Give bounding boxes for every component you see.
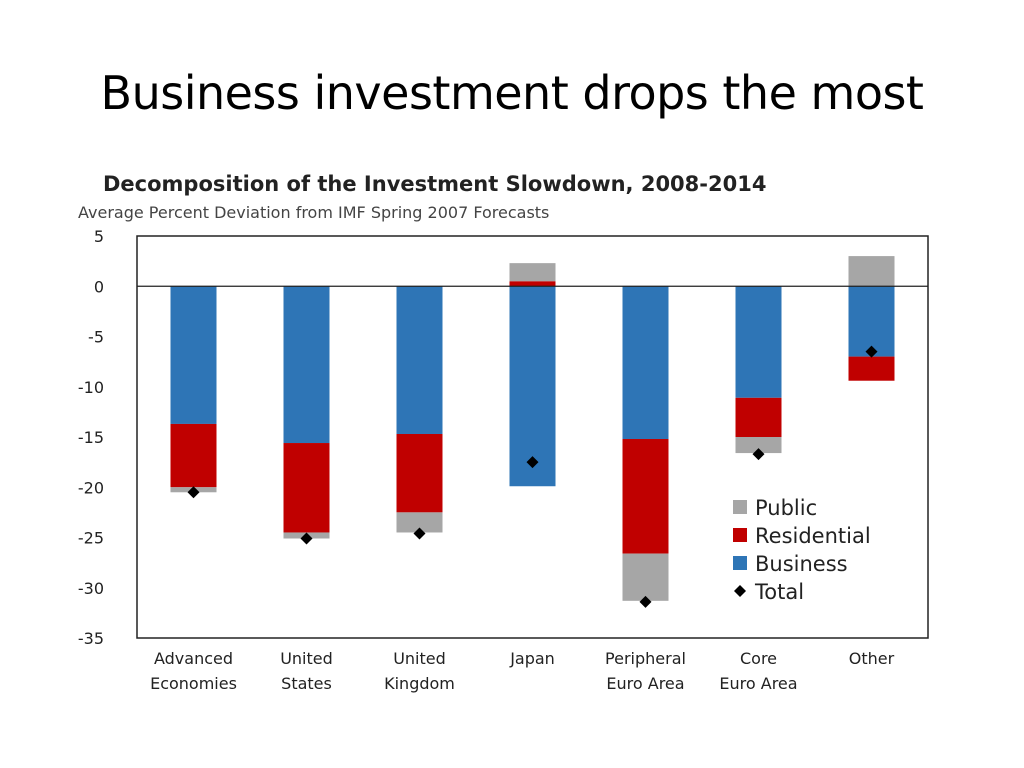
bar-public bbox=[735, 437, 782, 454]
bar-residential bbox=[848, 356, 895, 381]
x-category-label: Euro Area bbox=[606, 674, 684, 693]
y-tick-label: 5 bbox=[94, 227, 104, 246]
bar-public bbox=[848, 256, 895, 287]
bar-business bbox=[396, 286, 443, 434]
bar-business bbox=[170, 286, 217, 424]
bar-public bbox=[622, 553, 669, 601]
y-tick-label: -25 bbox=[78, 529, 104, 548]
legend-label-business: Business bbox=[755, 552, 848, 576]
x-category-label: United bbox=[280, 649, 333, 668]
bar-public bbox=[509, 263, 556, 282]
plot-frame bbox=[136, 235, 929, 639]
bar-residential bbox=[735, 397, 782, 437]
x-category-label: Kingdom bbox=[384, 674, 455, 693]
total-marker bbox=[865, 345, 878, 358]
bar-residential bbox=[283, 443, 330, 533]
legend-label-total: Total bbox=[754, 580, 804, 604]
total-marker bbox=[413, 527, 426, 540]
legend-swatch-residential bbox=[733, 528, 747, 542]
legend-marker-total bbox=[734, 585, 746, 597]
legend-label-residential: Residential bbox=[755, 524, 871, 548]
legend-swatch-public bbox=[733, 500, 747, 514]
x-category-label: United bbox=[393, 649, 446, 668]
x-category-label: States bbox=[281, 674, 332, 693]
y-tick-label: -30 bbox=[78, 579, 104, 598]
bar-residential bbox=[396, 433, 443, 513]
legend-label-public: Public bbox=[755, 496, 817, 520]
total-marker bbox=[300, 532, 313, 545]
total-marker bbox=[187, 486, 200, 499]
bar-residential bbox=[509, 281, 556, 287]
bar-business bbox=[283, 286, 330, 444]
bar-business bbox=[622, 286, 669, 440]
y-tick-label: 0 bbox=[94, 277, 104, 296]
y-tick-label: -20 bbox=[78, 478, 104, 497]
y-tick-label: -15 bbox=[78, 428, 104, 447]
y-tick-label: -10 bbox=[78, 378, 104, 397]
bar-business bbox=[509, 286, 556, 487]
x-category-label: Economies bbox=[150, 674, 237, 693]
x-category-label: Euro Area bbox=[719, 674, 797, 693]
bar-residential bbox=[170, 423, 217, 488]
total-marker bbox=[752, 448, 765, 461]
chart-title: Decomposition of the Investment Slowdown… bbox=[103, 172, 767, 196]
y-tick-label: -5 bbox=[88, 328, 104, 347]
x-category-label: Advanced bbox=[154, 649, 233, 668]
bar-public bbox=[396, 512, 443, 533]
total-marker bbox=[526, 456, 539, 469]
x-category-label: Core bbox=[740, 649, 777, 668]
bar-residential bbox=[622, 439, 669, 554]
chart-subtitle: Average Percent Deviation from IMF Sprin… bbox=[78, 203, 550, 222]
legend-swatch-business bbox=[733, 556, 747, 570]
slide-title: Business investment drops the most bbox=[100, 66, 924, 120]
x-category-label: Japan bbox=[509, 649, 555, 668]
bar-business bbox=[848, 286, 895, 357]
x-category-label: Peripheral bbox=[605, 649, 686, 668]
x-category-label: Other bbox=[849, 649, 895, 668]
y-tick-label: -35 bbox=[78, 629, 104, 648]
bar-business bbox=[735, 286, 782, 398]
total-marker bbox=[639, 595, 652, 608]
